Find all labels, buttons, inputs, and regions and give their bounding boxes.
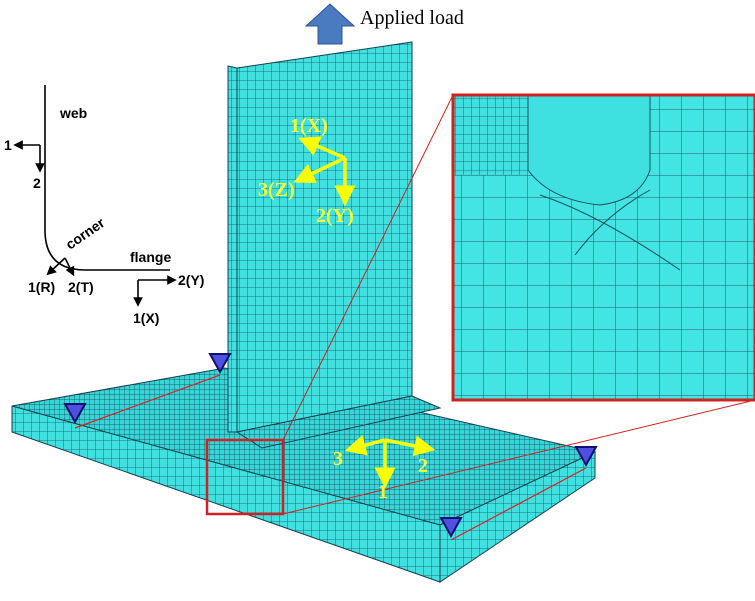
axis-label: 3 [333,448,343,470]
axis-label: 2 [418,455,428,477]
zoom-inset [453,95,755,400]
axis-label: 1 [4,137,12,153]
legend-label: flange [130,249,171,265]
load-arrow [306,4,354,44]
axis-label: 1(R) [28,279,55,295]
legend-label: web [59,105,87,121]
axis-label: 2(Y) [178,272,204,288]
axis-label: 3(Z) [258,179,295,201]
legend-sketch: web corner flange 1 2 1(R) 2(T) 2(Y) 1(X… [4,85,204,326]
axis-label: 2 [33,175,41,191]
axis-arrow [65,258,72,272]
axis-label: 1 [378,481,388,503]
axis-label: 2(T) [68,279,94,295]
axis-label: 1(X) [133,310,159,326]
axis-label: 2(Y) [316,205,354,227]
web-front [237,42,412,432]
legend-label: corner [63,214,108,252]
diagram: Applied load web cor [0,0,755,601]
load-label: Applied load [360,7,464,29]
web-side [228,66,237,432]
axis-label: 1(X) [290,115,328,137]
inset-mesh [453,95,528,175]
web-plate [228,42,440,448]
